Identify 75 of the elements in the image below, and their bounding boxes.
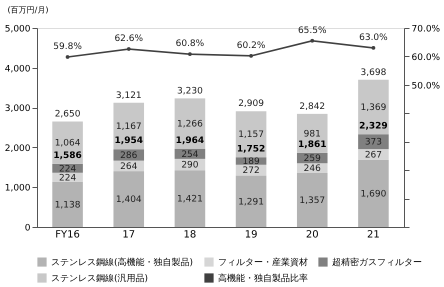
- annotation: 1,752: [236, 144, 266, 154]
- x-tick-label: FY16: [55, 230, 80, 240]
- data-label: 1,167: [116, 122, 142, 132]
- total-label: 3,230: [177, 86, 204, 96]
- bar: [174, 170, 206, 227]
- data-label: 63.0%: [359, 32, 388, 43]
- data-label: 981: [304, 129, 321, 140]
- point: [126, 47, 131, 51]
- y-tick-label: 3,000: [4, 104, 31, 114]
- x-tick-label: 17: [122, 230, 136, 240]
- annotation: 1,954: [114, 136, 143, 146]
- x-tick-label: 19: [244, 230, 258, 240]
- data-label: 189: [242, 157, 260, 168]
- y-tick-label: 0: [24, 224, 31, 234]
- data-label: 1,138: [54, 200, 81, 210]
- annotation: 2,329: [359, 121, 388, 132]
- bar: [52, 182, 83, 227]
- legend-label: ステンレス鋼線(高機能・独自製品): [51, 257, 194, 268]
- legend-label: 高機能・独自製品比率: [218, 273, 308, 284]
- point: [310, 38, 314, 43]
- data-label: 259: [304, 154, 322, 164]
- y-tick-label: 2,000: [4, 144, 31, 154]
- total-label: 2,909: [238, 99, 264, 110]
- point: [188, 52, 192, 56]
- bar: [236, 176, 266, 227]
- data-label: 1,357: [299, 196, 326, 206]
- data-label: 246: [304, 164, 322, 174]
- data-label: 373: [364, 138, 382, 148]
- data-label: 1,404: [116, 195, 142, 206]
- legend-label: フィルター・産業資材: [218, 257, 308, 268]
- data-label: 290: [181, 160, 199, 171]
- point: [249, 54, 253, 58]
- total-label: 3,121: [116, 90, 142, 101]
- annotation: 1,586: [53, 150, 82, 161]
- data-label: 1,064: [54, 138, 81, 149]
- x-tick-label: 20: [306, 230, 319, 240]
- data-label: 254: [181, 150, 199, 160]
- x-tick-label: 21: [367, 230, 380, 240]
- data-label: 59.8%: [53, 42, 82, 52]
- legend-label: ステンレス鋼線(汎用品): [51, 273, 148, 284]
- annotation: 1,964: [176, 136, 204, 146]
- data-label: 224: [58, 173, 76, 184]
- bar: [113, 171, 144, 227]
- data-label: 1,266: [177, 120, 204, 130]
- point: [372, 46, 376, 50]
- y2-tick-label: 60.0%: [412, 52, 441, 63]
- y2-tick-label: 50.0%: [412, 81, 441, 92]
- y-tick-label: 4,000: [4, 64, 31, 74]
- bar: [358, 160, 389, 227]
- data-label: 267: [364, 150, 382, 160]
- legend-label: 超精密ガスフィルター: [332, 257, 422, 268]
- total-label: 3,698: [360, 68, 387, 78]
- data-label: 286: [120, 150, 138, 161]
- total-label: 2,842: [299, 102, 326, 112]
- bar: [296, 172, 328, 227]
- data-label: 1,291: [238, 197, 264, 208]
- y-tick-label: 1,000: [4, 184, 31, 194]
- data-label: 62.6%: [114, 34, 144, 44]
- data-label: 224: [58, 164, 76, 174]
- total-label: 2,650: [54, 110, 81, 120]
- y2-tick-label: 70.0%: [412, 24, 441, 34]
- data-label: 1,421: [177, 194, 203, 205]
- data-label: 272: [242, 166, 260, 176]
- data-label: 264: [120, 162, 138, 172]
- data-label: 65.5%: [298, 26, 327, 36]
- x-tick-label: 18: [184, 230, 196, 240]
- data-label: 60.8%: [176, 39, 205, 50]
- y-axis-title: (百万円/月): [8, 6, 48, 14]
- point: [66, 55, 70, 59]
- annotation: 1,861: [298, 140, 326, 150]
- data-label: 1,369: [360, 103, 387, 114]
- data-label: 60.2%: [236, 40, 266, 51]
- y-tick-label: 5,000: [4, 24, 31, 34]
- data-label: 1,690: [360, 189, 387, 200]
- data-label: 1,157: [238, 130, 264, 140]
